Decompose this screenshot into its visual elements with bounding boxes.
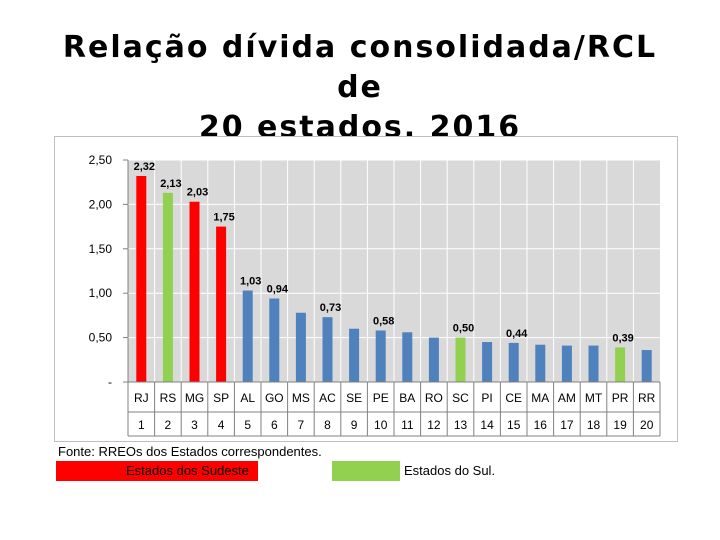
y-tick-label: -	[108, 375, 112, 389]
x-rank-label: 12	[427, 418, 441, 432]
x-rank-label: 4	[218, 418, 225, 432]
x-category-label: SP	[213, 391, 229, 405]
bar-sp	[216, 226, 227, 382]
x-rank-label: 7	[298, 418, 305, 432]
x-rank-label: 18	[587, 418, 601, 432]
legend: Estados dos Sudeste Estados do Sul.	[54, 461, 678, 483]
bar-ms	[295, 312, 306, 382]
x-rank-label: 8	[324, 418, 331, 432]
x-category-label: PI	[481, 391, 492, 405]
bar-chart: 2,50 2,00 1,50 1,00 0,50 - 2,32 2,13 2,03 1,75 1,0…	[54, 136, 678, 442]
data-label: 2,03	[187, 187, 208, 199]
x-category-label: GO	[265, 391, 284, 405]
data-label: 0,44	[506, 328, 528, 340]
y-tick-label: 2,00	[89, 197, 113, 211]
data-label: 0,94	[267, 284, 289, 296]
y-tick-label: 1,00	[89, 286, 113, 300]
data-label: 0,50	[453, 323, 474, 335]
y-tick-label: 1,50	[89, 242, 113, 256]
x-category-label: RS	[160, 391, 177, 405]
x-category-label: RO	[425, 391, 443, 405]
bar-go	[269, 298, 280, 382]
x-category-label: RR	[638, 391, 656, 405]
x-category-label: AL	[240, 391, 255, 405]
bar-se	[349, 328, 360, 382]
legend-swatch-sudeste	[56, 461, 258, 481]
data-label: 0,73	[320, 302, 341, 314]
data-label: 2,13	[160, 178, 181, 190]
x-category-label: MS	[292, 391, 310, 405]
legend-swatch-sul	[332, 461, 400, 481]
bar-pr	[615, 347, 626, 382]
x-rank-label: 1	[138, 418, 145, 432]
x-rank-label: 3	[191, 418, 198, 432]
x-category-label: SC	[452, 391, 469, 405]
x-rank-label: 6	[271, 418, 278, 432]
bar-sc	[455, 337, 466, 382]
y-tick-label: 0,50	[89, 331, 113, 345]
x-rank-label: 17	[560, 418, 574, 432]
bar-am	[561, 345, 572, 382]
x-rank-label: 5	[244, 418, 251, 432]
x-rank-label: 9	[351, 418, 358, 432]
bar-rs	[162, 192, 173, 382]
x-rank-label: 11	[401, 418, 414, 432]
bar-ro	[428, 337, 439, 382]
y-tick-label: 2,50	[89, 153, 113, 167]
bar-pe	[375, 330, 386, 382]
x-rank-label: 10	[374, 418, 388, 432]
data-label: 0,39	[612, 332, 633, 344]
data-label: 1,03	[240, 276, 261, 288]
data-label: 0,58	[373, 315, 394, 327]
bar-ba	[402, 332, 413, 382]
x-category-label: MA	[531, 391, 549, 405]
x-rank-label: 16	[534, 418, 548, 432]
x-rank-label: 14	[480, 418, 494, 432]
bar-al	[242, 290, 253, 382]
x-category-label: AM	[558, 391, 576, 405]
title-line-1: Relação dívida consolidada/RCL de	[62, 30, 658, 105]
x-category-label: PE	[373, 391, 389, 405]
bar-ac	[322, 317, 333, 382]
x-rank-label: 2	[165, 418, 172, 432]
x-rank-label: 15	[507, 418, 521, 432]
x-category-label: AC	[319, 391, 336, 405]
x-rank-label: 19	[613, 418, 627, 432]
data-label: 2,32	[134, 161, 155, 173]
page-title: Relação dívida consolidada/RCL de 20 est…	[40, 28, 680, 148]
legend-label-sul: Estados do Sul.	[404, 463, 496, 478]
x-rank-label: 13	[454, 418, 468, 432]
bar-ce	[508, 342, 519, 382]
bar-pi	[482, 342, 493, 382]
bar-mg	[189, 201, 200, 382]
x-category-label: CE	[505, 391, 522, 405]
legend-label-sudeste: Estados dos Sudeste	[126, 463, 249, 478]
data-label: 1,75	[213, 212, 234, 224]
source-note: Fonte: RREOs dos Estados correspondentes…	[58, 444, 322, 459]
bar-ma	[535, 344, 546, 382]
x-category-label: MG	[185, 391, 204, 405]
x-rank-label: 20	[640, 418, 654, 432]
x-category-label: SE	[346, 391, 362, 405]
bar-mt	[588, 345, 599, 382]
x-category-label: RJ	[134, 391, 149, 405]
x-category-label: MT	[585, 391, 603, 405]
bar-rj	[136, 175, 147, 382]
x-category-label: BA	[399, 391, 415, 405]
x-category-label: PR	[612, 391, 629, 405]
bar-rr	[641, 350, 652, 382]
